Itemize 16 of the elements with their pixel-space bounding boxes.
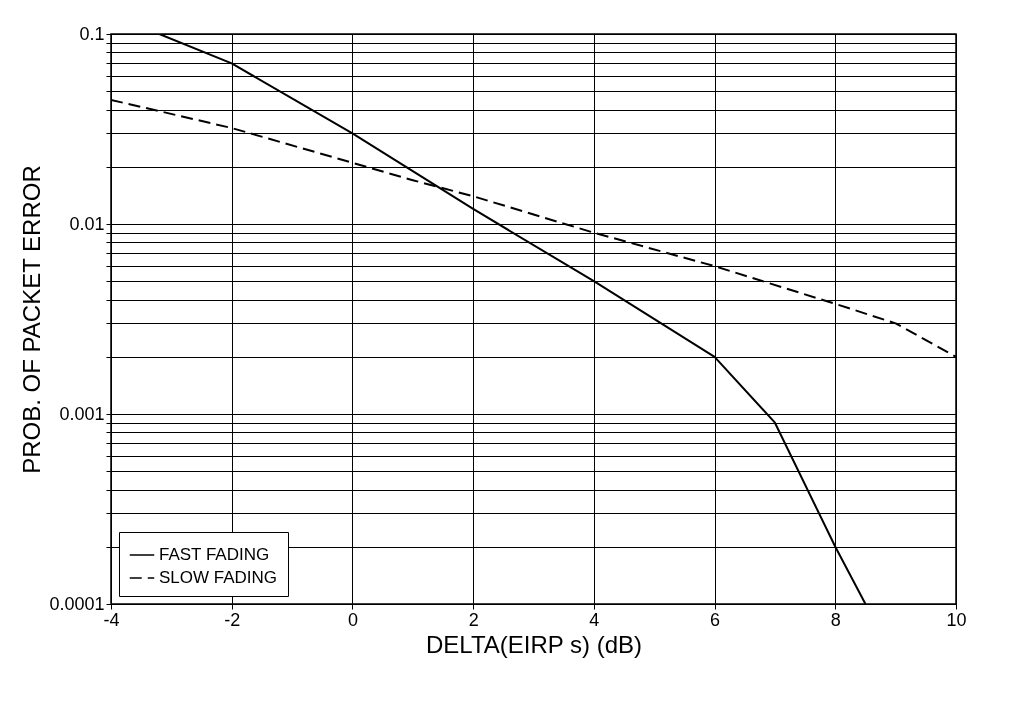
x-tick-label: 2 <box>468 609 479 630</box>
y-tick-label: 0.01 <box>69 213 105 234</box>
x-tick-label: -4 <box>103 609 120 630</box>
y-tick-label: 0.001 <box>59 403 105 424</box>
y-tick-label: 0.0001 <box>49 593 105 614</box>
legend-label: FAST FADING <box>159 545 270 564</box>
y-axis-title: PROB. OF PACKET ERROR <box>18 165 46 474</box>
x-axis-title: DELTA(EIRP s) (dB) <box>425 630 643 658</box>
x-tick-label: 4 <box>589 609 600 630</box>
y-tick-label: 0.1 <box>79 23 105 44</box>
x-tick-label: -2 <box>224 609 241 630</box>
x-tick-label: 0 <box>347 609 358 630</box>
x-tick-label: 6 <box>710 609 721 630</box>
x-tick-label: 8 <box>830 609 841 630</box>
x-tick-label: 10 <box>946 609 967 630</box>
legend-label: SLOW FADING <box>159 568 278 587</box>
